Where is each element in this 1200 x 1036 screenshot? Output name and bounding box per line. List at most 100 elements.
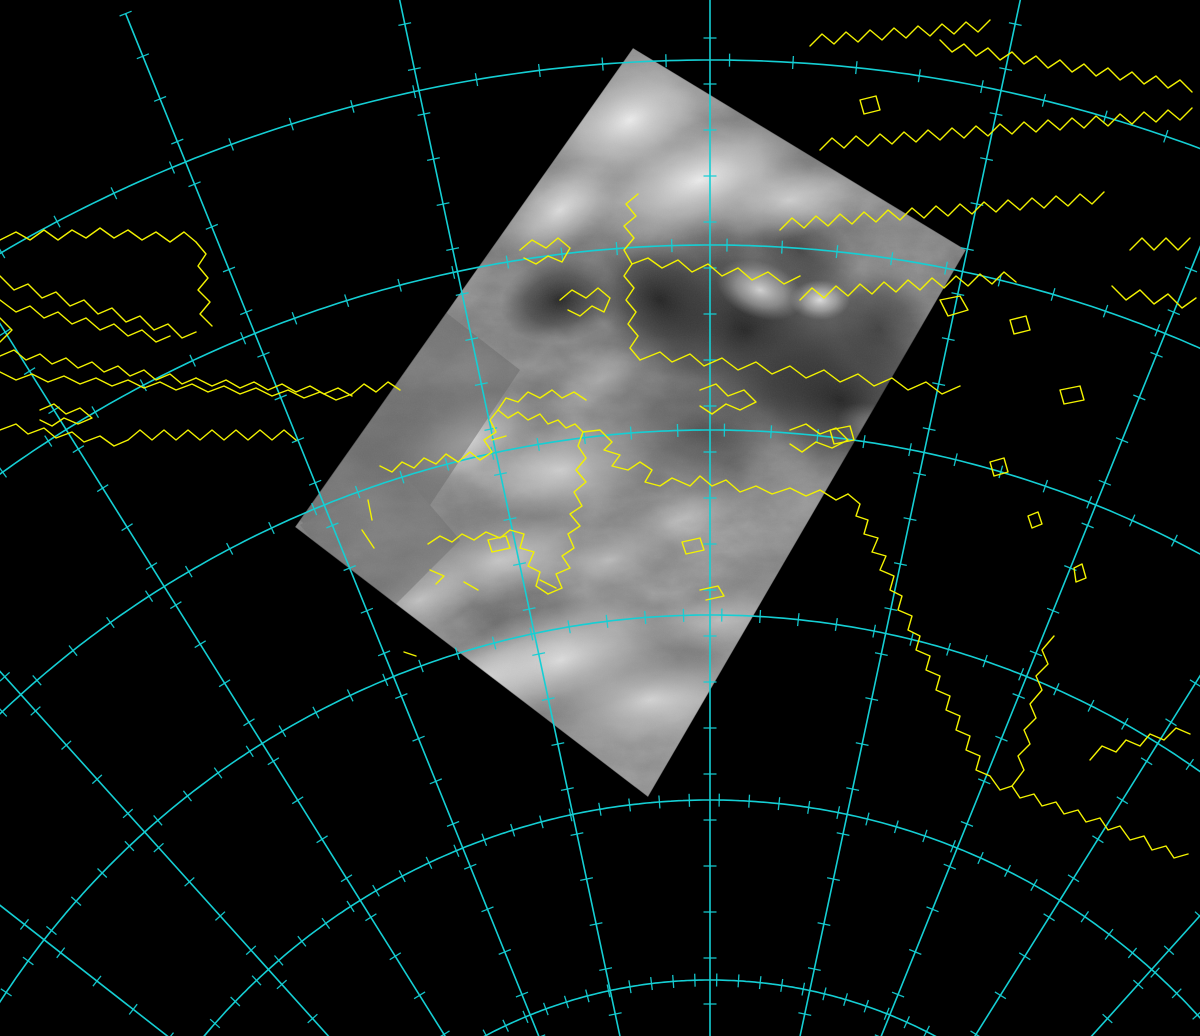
meridian-tick: [608, 1012, 622, 1017]
meridian-tick: [267, 757, 280, 766]
meridian-tick: [1140, 757, 1153, 766]
parallel-tick: [568, 808, 573, 822]
parallel-tick: [1087, 699, 1095, 712]
parallel-tick: [0, 988, 12, 997]
meridian-tick: [1067, 874, 1080, 883]
meridian-tick: [395, 692, 408, 700]
parallel-tick: [777, 797, 781, 811]
coast-queen-charlotte: [1089, 727, 1191, 761]
meridian-tick: [551, 742, 565, 747]
meridian-tick: [365, 913, 377, 922]
coast-westland-b: [0, 423, 129, 447]
parallel-tick: [909, 632, 914, 646]
meridian-tick: [874, 652, 888, 657]
parallel-tick: [977, 851, 984, 865]
parallel-tick: [862, 435, 866, 449]
parallel-tick: [1185, 758, 1195, 771]
meridian-tick: [541, 697, 555, 702]
coast-aleutian-chain: [351, 381, 401, 395]
parallel-tick: [505, 255, 510, 269]
meridian-tick: [970, 1030, 980, 1036]
parallel-tick: [0, 248, 6, 259]
parallel-tick: [399, 470, 405, 484]
meridian-tick: [407, 67, 421, 72]
parallel-tick: [230, 996, 241, 1007]
parallel-tick: [382, 673, 389, 687]
meridian-tick: [307, 1013, 318, 1024]
meridian-tick: [436, 202, 450, 207]
meridian-tick: [72, 445, 85, 454]
meridian-tick: [503, 517, 517, 522]
meridian-tick: [1132, 979, 1144, 990]
meridian-tick: [169, 1032, 175, 1036]
meridian-tick: [960, 247, 974, 252]
meridian-tick: [194, 640, 207, 649]
coast-westland-d: [0, 349, 197, 385]
meridian-tick: [360, 607, 374, 614]
meridian-tick: [908, 948, 922, 956]
parallel-tick: [946, 642, 952, 656]
meridian-tick: [903, 517, 917, 522]
parallel-tick: [139, 379, 147, 392]
parallel-tick: [418, 659, 424, 673]
parallel-tick: [539, 815, 544, 829]
parallel-tick: [344, 294, 350, 307]
parallel-tick: [189, 354, 196, 367]
parallel-tick: [1050, 288, 1056, 301]
parallel-50N: [0, 59, 1200, 255]
parallel-tick: [791, 55, 795, 70]
meridian-tick: [214, 911, 226, 921]
parallel-tick: [245, 745, 254, 758]
islet-c: [429, 569, 445, 585]
meridian-tick: [484, 427, 498, 432]
parallel-tick: [209, 1018, 221, 1029]
parallel-tick: [917, 69, 921, 83]
parallel-tick: [45, 925, 57, 936]
coast-greenland-west: [1129, 237, 1191, 251]
meridian-tick: [1165, 718, 1177, 727]
parallel-tick: [1041, 93, 1047, 107]
parallel-tick: [836, 806, 841, 820]
meridian-tick: [1043, 913, 1055, 922]
parallel-tick: [350, 100, 355, 113]
parallel-tick: [502, 1019, 509, 1032]
meridian-tick: [836, 832, 850, 837]
coast-archipelago-a: [799, 271, 1017, 301]
parallel-tick: [1121, 717, 1129, 730]
meridian-tick: [412, 735, 425, 742]
island-small-d: [829, 425, 855, 445]
parallel-tick: [822, 987, 827, 1001]
parallel-tick: [268, 521, 275, 535]
meridian-tick: [343, 564, 356, 572]
coast-alaska-panhandle: [847, 493, 1189, 859]
coast-alaska-north-slope: [497, 409, 584, 433]
meridian-tick: [455, 292, 469, 297]
meridian-tick: [922, 427, 936, 432]
meridian-tick: [995, 735, 1008, 742]
meridian-tick: [1115, 437, 1129, 444]
parallel-tick: [980, 80, 984, 94]
meridian-tick: [239, 309, 253, 316]
meridian-tick: [1189, 679, 1200, 687]
parallel-tick: [1192, 1011, 1200, 1020]
island-small-f: [1027, 511, 1043, 529]
parallel-tick: [1104, 928, 1114, 940]
meridian-tick: [826, 877, 840, 882]
coast-great-slave: [789, 423, 849, 453]
parallel-tick: [53, 215, 61, 228]
meridian-tick: [340, 874, 353, 883]
meridian-tick: [205, 223, 219, 230]
meridian-tick: [932, 382, 946, 387]
meridian-tick: [122, 808, 134, 819]
meridian-tick: [465, 337, 479, 342]
parallel-55N: [0, 244, 1200, 476]
parallel-tick: [22, 956, 34, 966]
parallel-tick: [312, 706, 320, 719]
parallel-60N: [0, 429, 1200, 715]
meridian-tick: [171, 138, 184, 145]
meridian-tick: [498, 948, 512, 956]
islet-h: [491, 435, 507, 441]
coast-greenland-sw: [1111, 285, 1197, 309]
parallel-tick: [903, 1016, 910, 1029]
parallel-tick: [1170, 534, 1178, 547]
